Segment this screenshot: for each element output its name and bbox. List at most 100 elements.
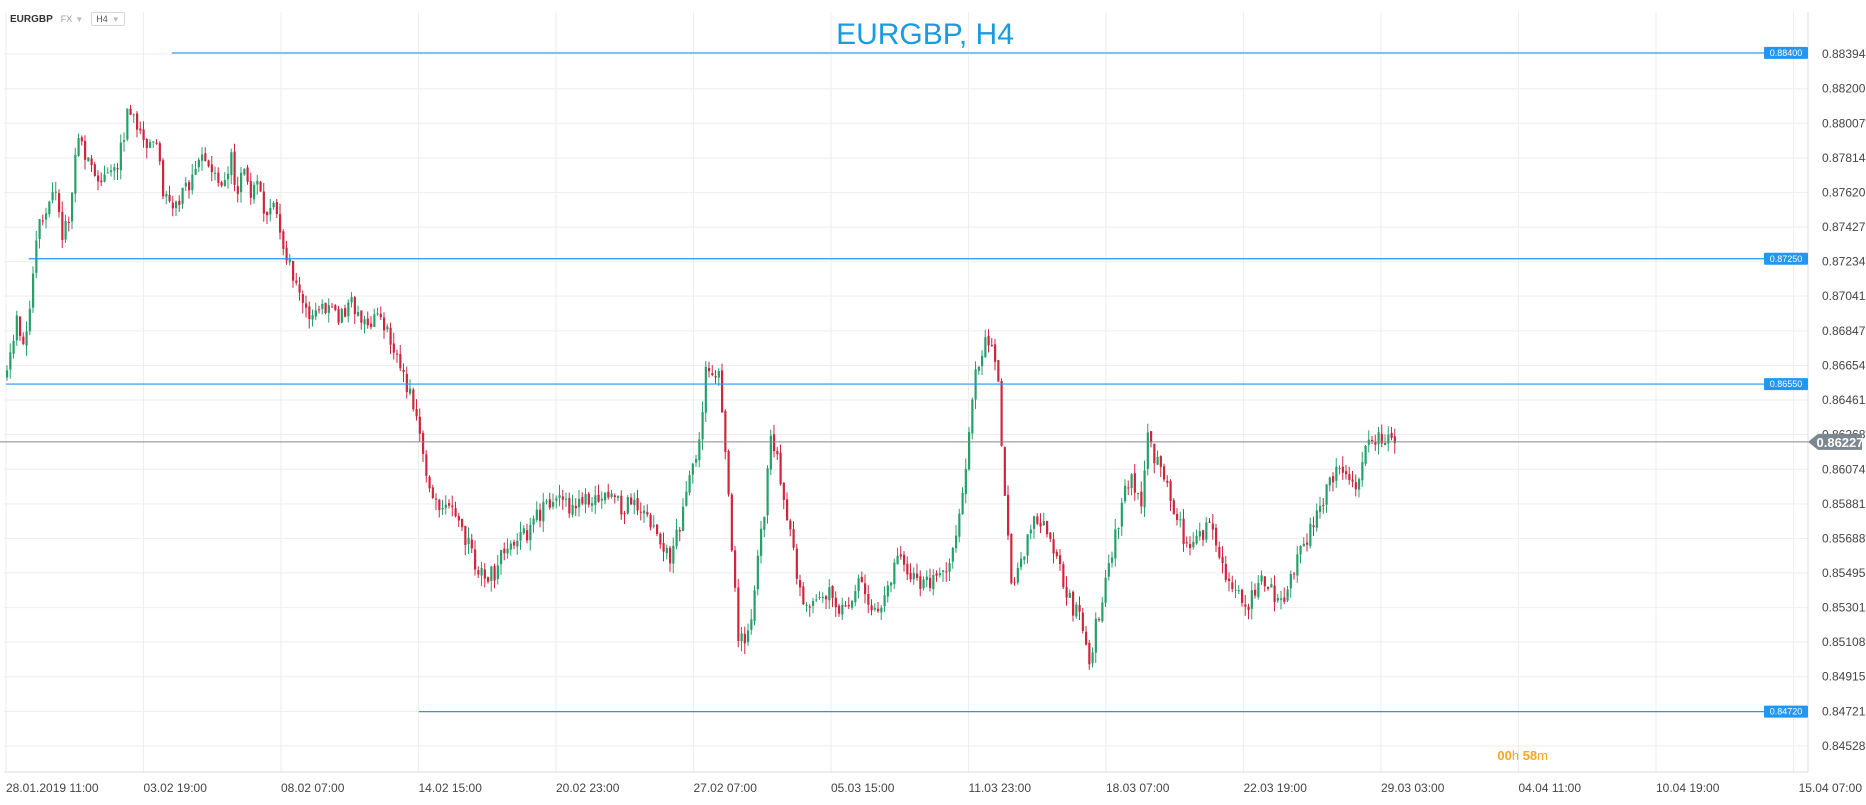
candle-body [714,376,717,378]
candle-body [470,539,473,549]
candle-body [818,597,821,599]
candle-body [1094,618,1097,653]
candle-body [301,294,304,303]
candle-body [197,159,200,168]
candle-body [932,575,935,589]
symbol-label[interactable]: EURGBP [10,13,53,25]
candle-body [214,172,217,174]
candle-body [851,600,854,608]
x-tick-label: 18.03 07:00 [1106,781,1170,795]
candle-body [899,554,902,557]
candle-body [181,187,184,205]
candle-body [259,181,262,192]
candle-body [883,595,886,607]
candle-body [708,368,711,372]
candle-body [1348,474,1351,481]
candle-body [919,576,922,589]
candle-body [844,605,847,607]
candle-body [483,569,486,579]
candle-body [71,192,74,222]
candle-body [493,566,496,581]
candle-body [1169,481,1172,501]
candle-body [357,311,360,316]
candle-body [597,494,600,502]
candle-body [558,495,561,498]
candle-body [90,158,93,166]
candle-body [685,491,688,506]
candle-body [906,563,909,575]
timeframe-selector[interactable]: H4 ▼ [91,12,125,26]
y-tick-label: 0.87620 [1822,186,1866,200]
candle-body [171,202,174,209]
candle-body [431,487,434,498]
candle-body [162,160,165,197]
candle-body [1033,516,1036,529]
candle-body [1101,602,1104,622]
candle-body [204,153,207,161]
y-tick-label: 0.87427 [1822,220,1866,234]
candle-body [1390,432,1393,438]
candle-body [353,297,356,315]
y-tick-label: 0.85301 [1822,601,1866,615]
y-tick-label: 0.87234 [1822,255,1866,269]
candle-body [890,582,893,586]
candle-body [9,352,12,370]
candle-body [922,579,925,589]
candle-body [1013,582,1016,584]
candle-body [1319,505,1322,513]
candle-body [1257,582,1260,598]
candle-body [249,181,252,198]
candle-body [334,305,337,310]
candle-body [773,434,776,452]
y-tick-label: 0.84528 [1822,739,1866,753]
candle-body [370,323,373,327]
candle-body [734,550,737,588]
candle-body [506,548,509,554]
candle-body [688,475,691,493]
candle-body [1111,557,1114,563]
candle-body [1159,456,1162,468]
candle-body [1289,574,1292,589]
y-tick-label: 0.86847 [1822,324,1866,338]
candle-body [1068,592,1071,598]
candle-body [396,353,399,355]
candle-body [561,496,564,500]
candle-body [740,633,743,642]
x-tick-label: 08.02 07:00 [281,781,345,795]
market-selector[interactable]: FX ▼ [61,14,83,24]
candle-body [477,570,480,575]
candle-body [1026,534,1029,556]
chevron-down-icon: ▼ [111,14,120,24]
candle-body [1338,467,1341,469]
candle-body [717,371,720,378]
y-tick-label: 0.85881 [1822,497,1866,511]
candle-body [854,591,857,603]
candle-body [649,514,652,528]
candle-body [1221,556,1224,563]
candle-body [834,597,837,608]
candle-body [188,182,191,191]
candle-body [1143,470,1146,508]
y-tick-label: 0.85108 [1822,635,1866,649]
candle-body [74,154,77,194]
candle-body [516,540,519,547]
candle-body [217,172,220,183]
candle-body [864,583,867,595]
candle-body [61,211,64,241]
level-price-label: 0.87250 [1770,254,1803,264]
candle-body [903,554,906,565]
x-tick-label: 29.03 03:00 [1381,781,1445,795]
candle-body [1296,554,1299,576]
candle-body [1127,487,1130,489]
candle-body [805,604,808,606]
candle-body [243,169,246,175]
candle-body [600,498,603,501]
candle-body [896,555,899,565]
candle-body [786,499,789,521]
candle-body [168,194,171,202]
candle-body [828,587,831,601]
candle-body [815,599,818,601]
candle-body [1224,563,1227,580]
